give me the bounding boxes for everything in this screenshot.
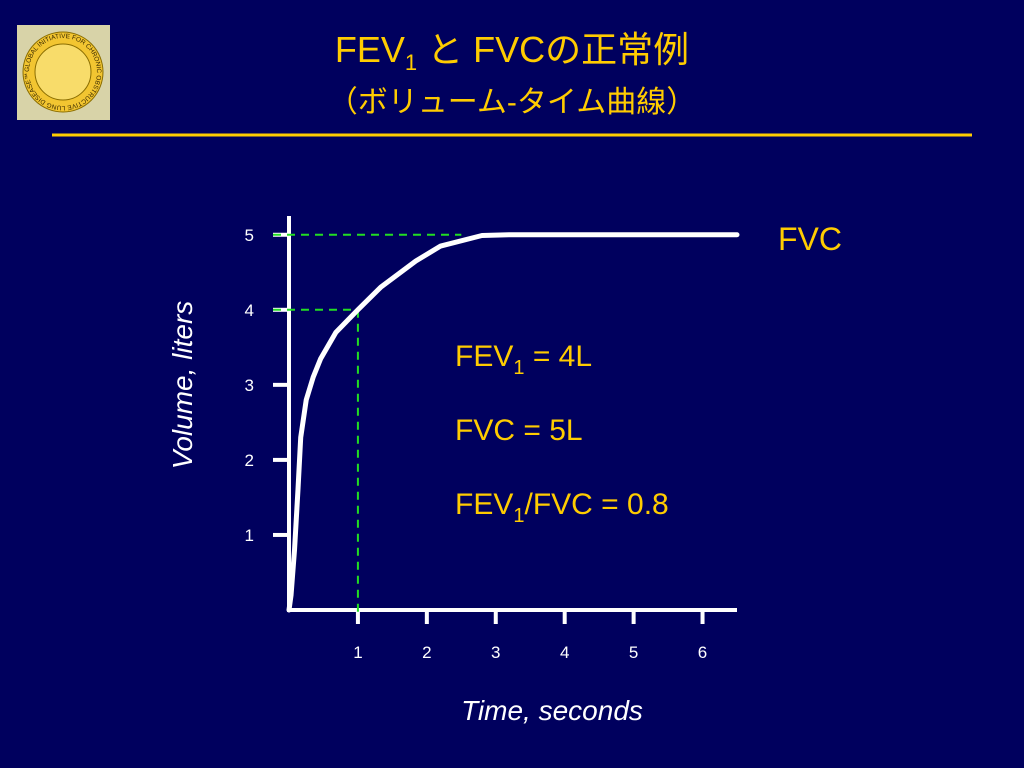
logo-globe xyxy=(34,43,92,101)
subtitle: （ボリューム-タイム曲線） xyxy=(328,86,697,119)
x-tick-label: 5 xyxy=(629,643,638,662)
x-tick-label: 6 xyxy=(698,643,707,662)
annotation-subscript: 1 xyxy=(513,357,524,379)
annotation-part: FVC = 5L xyxy=(455,414,583,447)
y-tick-label: 4 xyxy=(245,301,254,320)
y-tick-label: 1 xyxy=(245,526,254,545)
x-tick-label: 3 xyxy=(491,643,500,662)
annotation-subscript: 1 xyxy=(513,505,524,527)
annotation-part: FEV xyxy=(455,488,513,521)
y-tick-label: 3 xyxy=(245,376,254,395)
x-tick-label: 2 xyxy=(422,643,431,662)
annotation-part: = 4L xyxy=(524,340,592,373)
x-tick-label: 1 xyxy=(353,643,362,662)
annotation: FEV1/FVC = 0.8 xyxy=(455,488,669,527)
title-part: と FVCの正常例 xyxy=(417,29,689,70)
y-tick-label: 2 xyxy=(245,451,254,470)
title-part: FEV xyxy=(335,29,405,70)
annotation: FVC = 5L xyxy=(455,414,583,447)
x-tick-label: 4 xyxy=(560,643,569,662)
series-label: FVC xyxy=(778,221,842,257)
title-subscript: 1 xyxy=(405,50,417,75)
y-axis-label: Volume, liters xyxy=(167,301,198,470)
annotation: FEV1 = 4L xyxy=(455,340,592,379)
annotation-part: FEV xyxy=(455,340,513,373)
title: FEV1 と FVCの正常例 xyxy=(335,29,689,75)
y-tick-label: 5 xyxy=(245,226,254,245)
x-axis-label: Time, seconds xyxy=(461,695,643,726)
logo: GLOBAL INITIATIVE FOR CHRONIC OBSTRUCTIV… xyxy=(17,25,110,120)
annotation-part: /FVC = 0.8 xyxy=(524,488,668,521)
curve xyxy=(286,232,740,613)
